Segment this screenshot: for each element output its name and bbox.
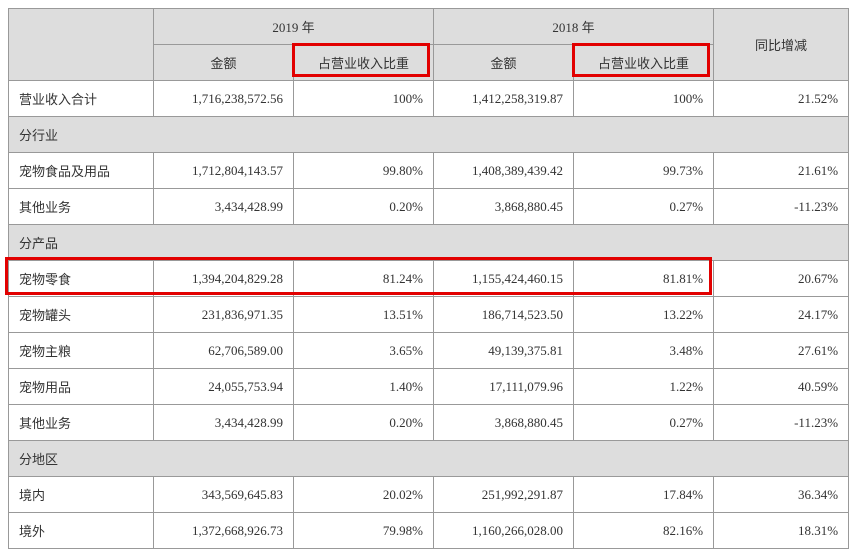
amount-2018: 1,155,424,460.15 bbox=[434, 261, 574, 297]
table-body: 营业收入合计1,716,238,572.56100%1,412,258,319.… bbox=[9, 81, 849, 549]
pct-2018: 81.81% bbox=[574, 261, 714, 297]
yoy: 24.17% bbox=[714, 297, 849, 333]
pct-2019: 0.20% bbox=[294, 405, 434, 441]
header-blank bbox=[9, 9, 154, 81]
amount-2018: 251,992,291.87 bbox=[434, 477, 574, 513]
table-row: 宠物罐头231,836,971.3513.51%186,714,523.5013… bbox=[9, 297, 849, 333]
amount-2019: 231,836,971.35 bbox=[154, 297, 294, 333]
table-row: 宠物用品24,055,753.941.40%17,111,079.961.22%… bbox=[9, 369, 849, 405]
header-2018: 2018 年 bbox=[434, 9, 714, 45]
pct-2018: 1.22% bbox=[574, 369, 714, 405]
amount-2018: 186,714,523.50 bbox=[434, 297, 574, 333]
table-wrapper: 2019 年 2018 年 同比增减 金额 占营业收入比重 金额 占营业收入比重… bbox=[8, 8, 849, 549]
amount-2019: 343,569,645.83 bbox=[154, 477, 294, 513]
pct-2018: 100% bbox=[574, 81, 714, 117]
header-amount-2019: 金额 bbox=[154, 45, 294, 81]
yoy: 27.61% bbox=[714, 333, 849, 369]
amount-2018: 3,868,880.45 bbox=[434, 189, 574, 225]
header-row-1: 2019 年 2018 年 同比增减 bbox=[9, 9, 849, 45]
amount-2019: 24,055,753.94 bbox=[154, 369, 294, 405]
row-label: 境内 bbox=[9, 477, 154, 513]
table-row: 其他业务3,434,428.990.20%3,868,880.450.27%-1… bbox=[9, 405, 849, 441]
table-row: 宠物食品及用品1,712,804,143.5799.80%1,408,389,4… bbox=[9, 153, 849, 189]
table-row: 其他业务3,434,428.990.20%3,868,880.450.27%-1… bbox=[9, 189, 849, 225]
pct-2019: 99.80% bbox=[294, 153, 434, 189]
amount-2019: 1,716,238,572.56 bbox=[154, 81, 294, 117]
pct-2019: 13.51% bbox=[294, 297, 434, 333]
amount-2019: 3,434,428.99 bbox=[154, 189, 294, 225]
header-2019: 2019 年 bbox=[154, 9, 434, 45]
amount-2019: 3,434,428.99 bbox=[154, 405, 294, 441]
yoy: 36.34% bbox=[714, 477, 849, 513]
amount-2019: 1,372,668,926.73 bbox=[154, 513, 294, 549]
pct-2019: 81.24% bbox=[294, 261, 434, 297]
yoy: 21.52% bbox=[714, 81, 849, 117]
financial-table: 2019 年 2018 年 同比增减 金额 占营业收入比重 金额 占营业收入比重… bbox=[8, 8, 849, 549]
yoy: -11.23% bbox=[714, 189, 849, 225]
pct-2018: 3.48% bbox=[574, 333, 714, 369]
amount-2019: 62,706,589.00 bbox=[154, 333, 294, 369]
row-label: 宠物食品及用品 bbox=[9, 153, 154, 189]
pct-2019: 0.20% bbox=[294, 189, 434, 225]
section-title: 分行业 bbox=[9, 117, 849, 153]
amount-2019: 1,712,804,143.57 bbox=[154, 153, 294, 189]
header-pct-2019: 占营业收入比重 bbox=[294, 45, 434, 81]
amount-2018: 1,412,258,319.87 bbox=[434, 81, 574, 117]
pct-2019: 1.40% bbox=[294, 369, 434, 405]
yoy: 40.59% bbox=[714, 369, 849, 405]
pct-2018: 82.16% bbox=[574, 513, 714, 549]
header-yoy: 同比增减 bbox=[714, 9, 849, 81]
amount-2018: 49,139,375.81 bbox=[434, 333, 574, 369]
section-row: 分行业 bbox=[9, 117, 849, 153]
table-row: 营业收入合计1,716,238,572.56100%1,412,258,319.… bbox=[9, 81, 849, 117]
pct-2018: 0.27% bbox=[574, 189, 714, 225]
row-label: 境外 bbox=[9, 513, 154, 549]
amount-2018: 17,111,079.96 bbox=[434, 369, 574, 405]
section-title: 分产品 bbox=[9, 225, 849, 261]
section-row: 分地区 bbox=[9, 441, 849, 477]
table-row: 宠物主粮62,706,589.003.65%49,139,375.813.48%… bbox=[9, 333, 849, 369]
amount-2018: 1,160,266,028.00 bbox=[434, 513, 574, 549]
row-label: 营业收入合计 bbox=[9, 81, 154, 117]
row-label: 其他业务 bbox=[9, 189, 154, 225]
amount-2019: 1,394,204,829.28 bbox=[154, 261, 294, 297]
yoy: 21.61% bbox=[714, 153, 849, 189]
table-row: 境外1,372,668,926.7379.98%1,160,266,028.00… bbox=[9, 513, 849, 549]
row-label: 宠物罐头 bbox=[9, 297, 154, 333]
pct-2018: 99.73% bbox=[574, 153, 714, 189]
yoy: 20.67% bbox=[714, 261, 849, 297]
header-amount-2018: 金额 bbox=[434, 45, 574, 81]
pct-2019: 20.02% bbox=[294, 477, 434, 513]
pct-2018: 13.22% bbox=[574, 297, 714, 333]
row-label: 宠物零食 bbox=[9, 261, 154, 297]
pct-2018: 17.84% bbox=[574, 477, 714, 513]
pct-2019: 79.98% bbox=[294, 513, 434, 549]
section-title: 分地区 bbox=[9, 441, 849, 477]
pct-2019: 3.65% bbox=[294, 333, 434, 369]
yoy: -11.23% bbox=[714, 405, 849, 441]
pct-2019: 100% bbox=[294, 81, 434, 117]
yoy: 18.31% bbox=[714, 513, 849, 549]
row-label: 宠物主粮 bbox=[9, 333, 154, 369]
row-label: 宠物用品 bbox=[9, 369, 154, 405]
amount-2018: 3,868,880.45 bbox=[434, 405, 574, 441]
pct-2018: 0.27% bbox=[574, 405, 714, 441]
amount-2018: 1,408,389,439.42 bbox=[434, 153, 574, 189]
row-label: 其他业务 bbox=[9, 405, 154, 441]
table-row: 宠物零食1,394,204,829.2881.24%1,155,424,460.… bbox=[9, 261, 849, 297]
table-row: 境内343,569,645.8320.02%251,992,291.8717.8… bbox=[9, 477, 849, 513]
header-pct-2018: 占营业收入比重 bbox=[574, 45, 714, 81]
section-row: 分产品 bbox=[9, 225, 849, 261]
